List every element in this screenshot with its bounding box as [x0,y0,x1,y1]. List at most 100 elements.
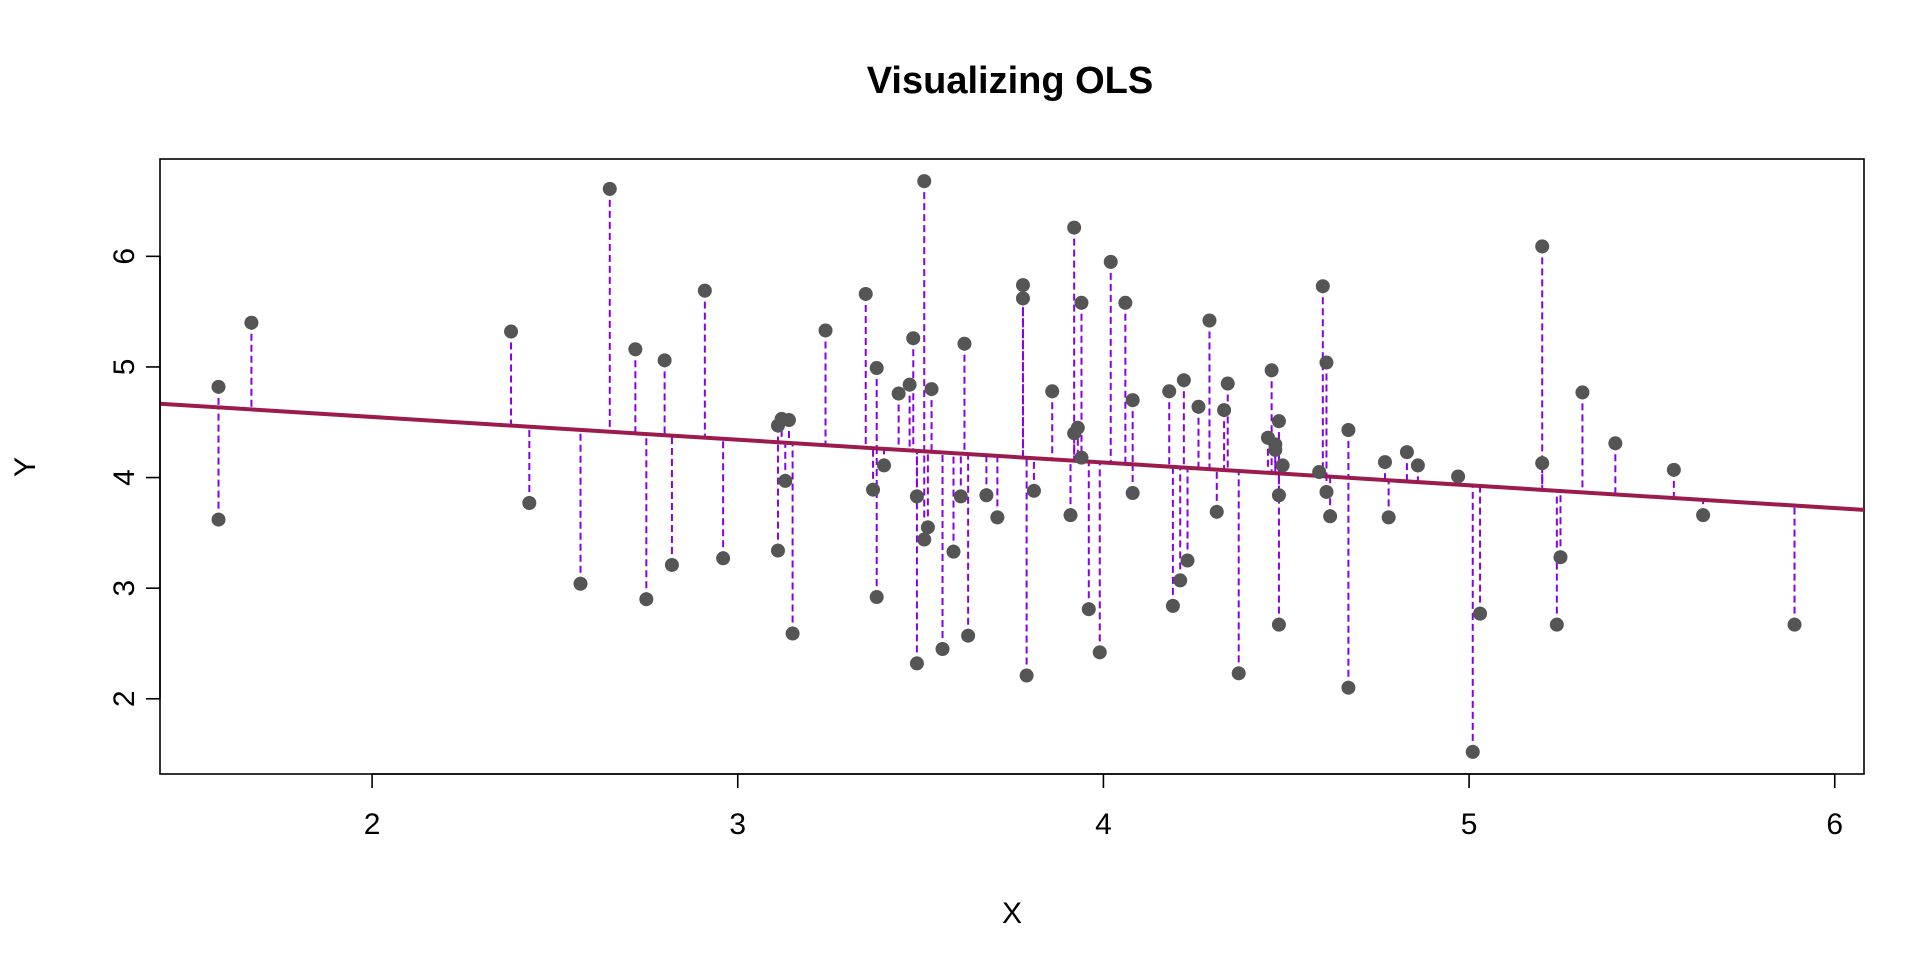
data-point [1323,509,1338,524]
data-point [781,413,796,428]
data-point [1553,550,1568,565]
data-point [1070,420,1085,435]
data-point [1125,486,1140,501]
data-point [1162,384,1177,399]
data-point [906,331,921,346]
data-point [778,473,793,488]
data-point [1451,469,1466,484]
data-point [953,489,968,504]
x-tick-label: 5 [1461,808,1478,841]
y-axis: 2 3 4 5 6 [108,248,161,707]
data-point [1312,465,1327,480]
residual-lines [217,181,1796,752]
data-point [1535,456,1550,471]
regression-line [159,401,1865,512]
data-point [1381,510,1396,525]
data-point [657,353,672,368]
plot-frame [159,158,1865,775]
data-point [1125,393,1140,408]
data-point [1268,442,1283,457]
data-point [770,543,785,558]
data-point [1271,617,1286,632]
data-point [1696,508,1711,523]
data-point [1103,254,1118,269]
data-point [917,174,932,189]
data-point [1341,422,1356,437]
data-point [1019,668,1034,683]
data-point [1015,291,1030,306]
data-point [1092,645,1107,660]
data-point [1666,462,1681,477]
chart-title: Visualizing OLS [867,60,1153,102]
data-point [1608,436,1623,451]
data-point [628,342,643,357]
data-point [697,283,712,298]
data-point [1015,278,1030,293]
data-point [573,576,588,591]
x-tick-label: 6 [1826,808,1843,841]
data-point [909,489,924,504]
data-point [891,386,906,401]
x-axis: 2 3 4 5 6 [364,773,1843,841]
x-axis-label: X [1002,897,1022,930]
x-tick-label: 4 [1095,808,1112,841]
y-tick-label: 4 [108,469,141,486]
data-point [1319,355,1334,370]
data-point [1473,606,1488,621]
data-point [1074,295,1089,310]
data-point [504,324,519,339]
data-point [858,286,873,301]
data-point [1275,458,1290,473]
data-point [1202,313,1217,328]
data-point [1081,602,1096,617]
data-point [664,557,679,572]
data-point [1271,414,1286,429]
y-axis-label: Y [9,457,42,477]
data-point [818,323,833,338]
data-point [522,496,537,511]
data-point [877,458,892,473]
data-point [935,642,950,657]
data-point [716,551,731,566]
data-point [1176,373,1191,388]
data-point [979,488,994,503]
data-point [639,592,654,607]
data-point [1787,617,1802,632]
y-tick-label: 3 [108,580,141,597]
data-point [785,626,800,641]
data-point [1045,384,1060,399]
data-point [1231,666,1246,681]
data-point [1549,617,1564,632]
data-point [990,510,1005,525]
data-point [924,382,939,397]
data-point [1341,680,1356,695]
data-point [1074,450,1089,465]
data-point [917,532,932,547]
data-point [211,379,226,394]
data-point [902,377,917,392]
data-point [1315,279,1330,294]
data-point [1209,504,1224,519]
data-point [869,361,884,376]
data-point [1165,598,1180,613]
data-point [602,181,617,196]
data-point [1399,445,1414,460]
data-point [866,482,881,497]
data-point [920,520,935,535]
data-point [1319,484,1334,499]
x-tick-label: 3 [729,808,746,841]
data-point [211,512,226,527]
data-point [1271,488,1286,503]
y-tick-label: 5 [108,359,141,376]
data-point [1465,744,1480,759]
data-point [1264,363,1279,378]
data-point [957,336,972,351]
data-point [1063,508,1078,523]
data-point [1377,455,1392,470]
y-tick-label: 6 [108,248,141,265]
data-point [1118,295,1133,310]
data-point [1575,385,1590,400]
data-point [1535,239,1550,254]
data-point [1220,376,1235,391]
data-point [1067,220,1082,235]
